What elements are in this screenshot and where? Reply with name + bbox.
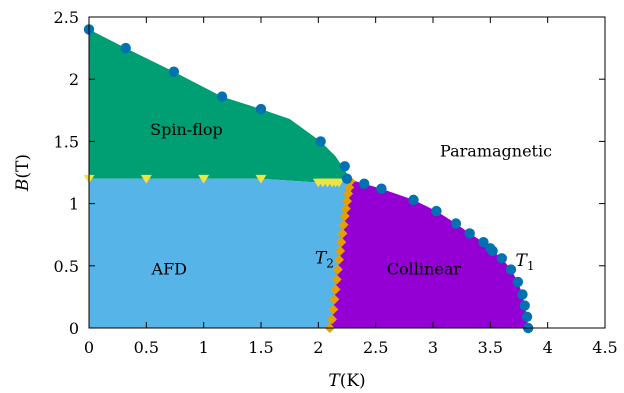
diamond-marker bbox=[335, 245, 346, 256]
region-label-paramagnetic: Paramagnetic bbox=[440, 141, 552, 160]
diamond-marker bbox=[336, 237, 347, 248]
y-axis-title: B(T) bbox=[13, 154, 33, 192]
circle-marker bbox=[478, 236, 489, 248]
diamond-marker bbox=[338, 219, 349, 230]
x-tick-label: 3 bbox=[428, 338, 438, 357]
afd-region bbox=[89, 178, 351, 328]
circle-marker bbox=[517, 289, 528, 300]
diamond-marker bbox=[344, 182, 355, 193]
circle-marker bbox=[464, 228, 475, 239]
diamond-marker bbox=[327, 314, 338, 325]
diamond-marker bbox=[339, 211, 350, 222]
circle-marker bbox=[496, 253, 507, 264]
phase-regions bbox=[89, 29, 529, 328]
region-label-afd: AFD bbox=[151, 260, 187, 279]
circle-marker bbox=[339, 161, 350, 172]
x-tick-label: 1.5 bbox=[248, 338, 273, 357]
y-tick-label: 1.5 bbox=[54, 132, 79, 151]
circle-marker bbox=[519, 300, 530, 311]
circle-marker bbox=[408, 194, 419, 206]
y-tick-label: 0.5 bbox=[54, 257, 79, 276]
circle-marker bbox=[487, 245, 498, 257]
data-markers bbox=[83, 24, 534, 334]
triangle-marker bbox=[333, 178, 345, 188]
x-tick-label: 0 bbox=[84, 338, 94, 357]
region-label-spin-flop: Spin-flop bbox=[150, 120, 223, 139]
diamond-marker bbox=[342, 196, 352, 207]
x-tick-label: 4.5 bbox=[592, 338, 617, 357]
x-tick-label: 2 bbox=[313, 338, 323, 357]
diamond-marker bbox=[332, 264, 343, 275]
curve-label-t1: T1 bbox=[516, 251, 535, 273]
plot-frame bbox=[88, 16, 606, 329]
circle-marker bbox=[315, 136, 326, 147]
circle-marker bbox=[255, 103, 267, 115]
x-tick-label: 1 bbox=[199, 338, 209, 357]
y-tick-label: 2 bbox=[69, 70, 79, 89]
y-tick-labels: 0 0.5 1 1.5 2 2.5 bbox=[54, 8, 79, 338]
triangle-marker bbox=[255, 174, 267, 184]
x-tick-labels: 0 0.5 1 1.5 2 2.5 3 3.5 4 4.5 bbox=[84, 338, 618, 357]
circle-marker bbox=[505, 264, 517, 275]
y-tick-label: 2.5 bbox=[54, 8, 79, 27]
spin-flop-region bbox=[89, 29, 351, 183]
diamond-marker bbox=[333, 254, 344, 265]
y-tick-label: 0 bbox=[69, 319, 79, 338]
triangle-marker bbox=[198, 174, 210, 184]
circle-marker bbox=[431, 205, 442, 217]
curve-label-t2: T2 bbox=[315, 248, 334, 270]
y-tick-label: 1 bbox=[69, 195, 79, 214]
circle-marker bbox=[512, 276, 524, 288]
x-tick-label: 2.5 bbox=[363, 338, 388, 357]
diamond-marker bbox=[328, 304, 339, 315]
diamond-marker bbox=[331, 274, 342, 285]
diamond-marker bbox=[330, 284, 341, 295]
diamond-marker bbox=[340, 203, 351, 214]
region-label-collinear: Collinear bbox=[387, 260, 462, 279]
circle-marker bbox=[521, 311, 533, 323]
x-tick-label: 3.5 bbox=[478, 338, 503, 357]
collinear-region bbox=[329, 178, 529, 328]
triangle-marker bbox=[140, 174, 152, 184]
x-tick-label: 0.5 bbox=[134, 338, 159, 357]
circle-marker bbox=[376, 183, 387, 194]
axis-ticks bbox=[88, 16, 606, 329]
circle-marker bbox=[359, 178, 370, 189]
circle-marker bbox=[168, 66, 180, 77]
circle-marker bbox=[120, 42, 131, 54]
circle-marker bbox=[216, 91, 228, 102]
circle-marker bbox=[450, 218, 462, 229]
diamond-marker bbox=[337, 228, 348, 239]
region-labels: Spin-flop AFD Collinear Paramagnetic bbox=[150, 120, 552, 278]
diamond-marker bbox=[343, 188, 354, 199]
x-axis-title: T(K) bbox=[328, 371, 365, 391]
diamond-marker bbox=[329, 294, 340, 305]
circle-marker bbox=[341, 173, 353, 184]
x-tick-label: 4 bbox=[543, 338, 553, 357]
curve-labels: T1 T2 bbox=[315, 248, 535, 272]
